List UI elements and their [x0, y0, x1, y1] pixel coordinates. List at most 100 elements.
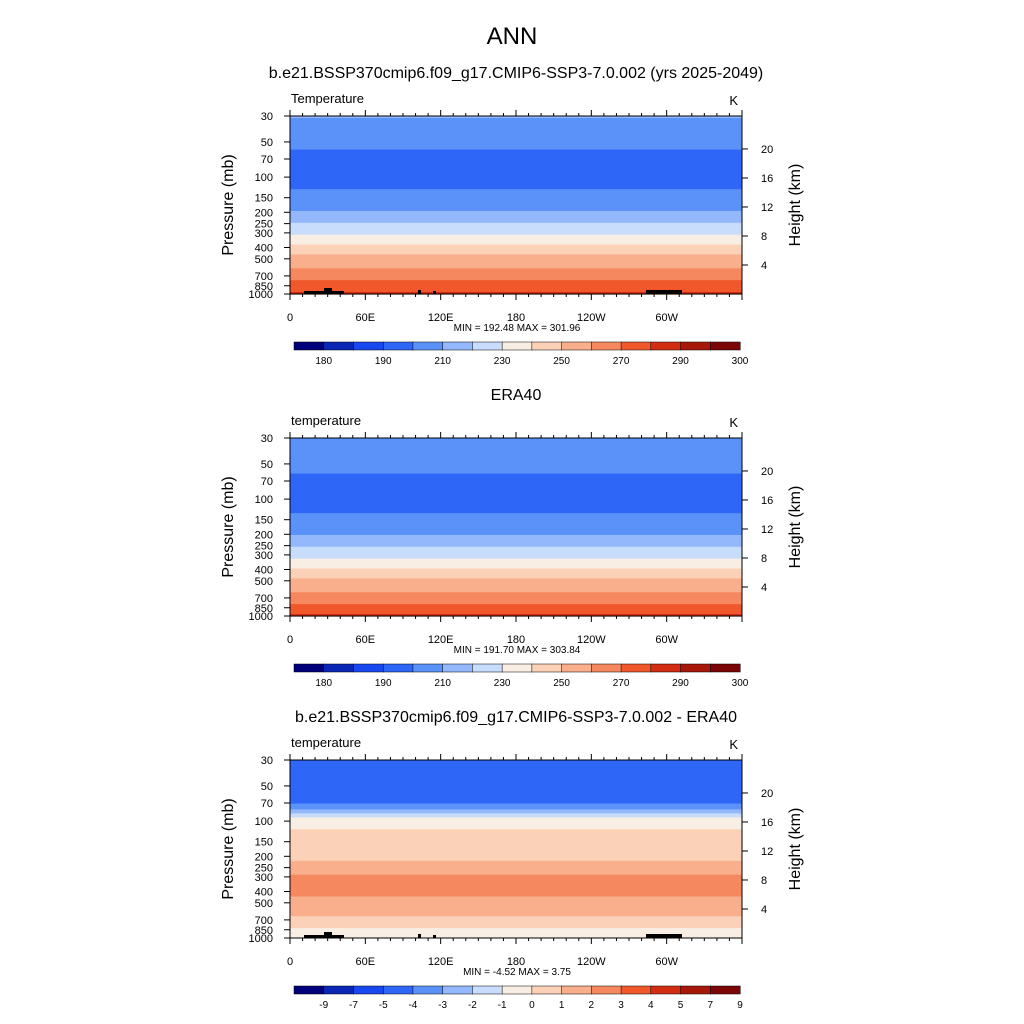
contour-band [290, 835, 742, 838]
y2-tick-label: 12 [761, 846, 773, 858]
y-tick-label: 850 [255, 925, 273, 937]
x-tick-label: 120W [577, 312, 606, 324]
contour-band [290, 602, 742, 605]
colorbar-box [323, 663, 355, 673]
contour-band [290, 195, 742, 198]
colorbar-box [323, 341, 355, 351]
contour-band [290, 866, 742, 870]
contour-band [290, 789, 742, 793]
contour-band [290, 906, 742, 909]
contour-band [290, 123, 742, 127]
colorbar-box [442, 341, 473, 351]
contour-band [290, 590, 742, 593]
contour-band [290, 896, 742, 900]
contour-band [290, 847, 742, 850]
contour-band [290, 582, 742, 585]
contour-band [290, 264, 742, 267]
y-tick-label: 850 [255, 603, 273, 615]
y-tick-label: 500 [255, 898, 273, 910]
contour-band [290, 226, 742, 230]
contour-band [290, 604, 742, 607]
contour-band [290, 523, 742, 526]
contour-band [290, 280, 742, 283]
contour-band [290, 181, 742, 184]
contour-band [290, 260, 742, 263]
contour-band [290, 197, 742, 200]
contour-band [290, 187, 742, 190]
contour-band [290, 542, 742, 546]
colorbar-box [472, 663, 503, 673]
contour-band [290, 608, 742, 611]
contour-band [290, 546, 742, 550]
contour-band [290, 477, 742, 481]
contour-band [290, 841, 742, 844]
y-tick-label: 150 [255, 837, 273, 849]
contour-band [290, 199, 742, 202]
contour-band [290, 912, 742, 915]
colorbar-box [531, 341, 563, 351]
contour-band [290, 765, 742, 769]
contour-band [290, 465, 742, 469]
contour-band [290, 167, 742, 170]
colorbar-box [620, 341, 652, 351]
contour-band [290, 141, 742, 145]
figure-title: ANN [487, 23, 538, 50]
contour-band [290, 121, 742, 125]
contour-band [290, 491, 742, 494]
colorbar-label: -5 [379, 1000, 388, 1011]
contour-band [290, 143, 742, 147]
colorbar-box [710, 985, 741, 995]
colorbar-box [472, 985, 503, 995]
contour-band [290, 890, 742, 894]
contour-band [290, 230, 742, 234]
contour-band [290, 882, 742, 886]
x-tick-label: 180 [507, 634, 525, 646]
colorbar-box [710, 341, 741, 351]
colorbar-box [472, 341, 503, 351]
y2-tick-label: 4 [761, 260, 767, 272]
colorbar-box [293, 341, 325, 351]
topography-block [324, 932, 332, 938]
contour-band [290, 801, 742, 805]
contour-band [290, 133, 742, 137]
contour-fill [290, 760, 742, 939]
colorbar-box [591, 985, 622, 995]
contour-band [290, 505, 742, 508]
contour-band [290, 455, 742, 459]
y-tick-label: 400 [255, 886, 273, 898]
colorbar-box [293, 985, 325, 995]
colorbar-box [680, 341, 711, 351]
y-tick-label: 150 [255, 515, 273, 527]
colorbar-label: -7 [349, 1000, 358, 1011]
contour-band [290, 177, 742, 180]
contour-band [290, 556, 742, 560]
colorbar-box [382, 985, 414, 995]
contour-band [290, 574, 742, 578]
colorbar-box [442, 663, 473, 673]
contour-band [290, 203, 742, 206]
contour-band [290, 145, 742, 149]
contour-band [290, 208, 742, 212]
colorbar-box [353, 663, 384, 673]
y-tick-label: 100 [255, 172, 273, 184]
contour-band [290, 823, 742, 826]
contour-band [290, 864, 742, 868]
contour-band [290, 489, 742, 492]
contour-band [290, 116, 742, 119]
contour-band [290, 218, 742, 222]
x-tick-label: 60W [655, 312, 678, 324]
contour-band [290, 272, 742, 275]
y2-axis-label: Height (km) [787, 486, 804, 569]
contour-band [290, 791, 742, 795]
contour-band [290, 224, 742, 228]
y2-tick-label: 8 [761, 553, 767, 565]
contour-band [290, 189, 742, 192]
contour-band [290, 534, 742, 538]
contour-band [290, 290, 742, 293]
contour-band [290, 584, 742, 587]
colorbar-box [382, 663, 414, 673]
topography-block [418, 934, 421, 938]
colorbar-box [561, 985, 592, 995]
contour-band [290, 256, 742, 259]
contour-band [290, 493, 742, 496]
